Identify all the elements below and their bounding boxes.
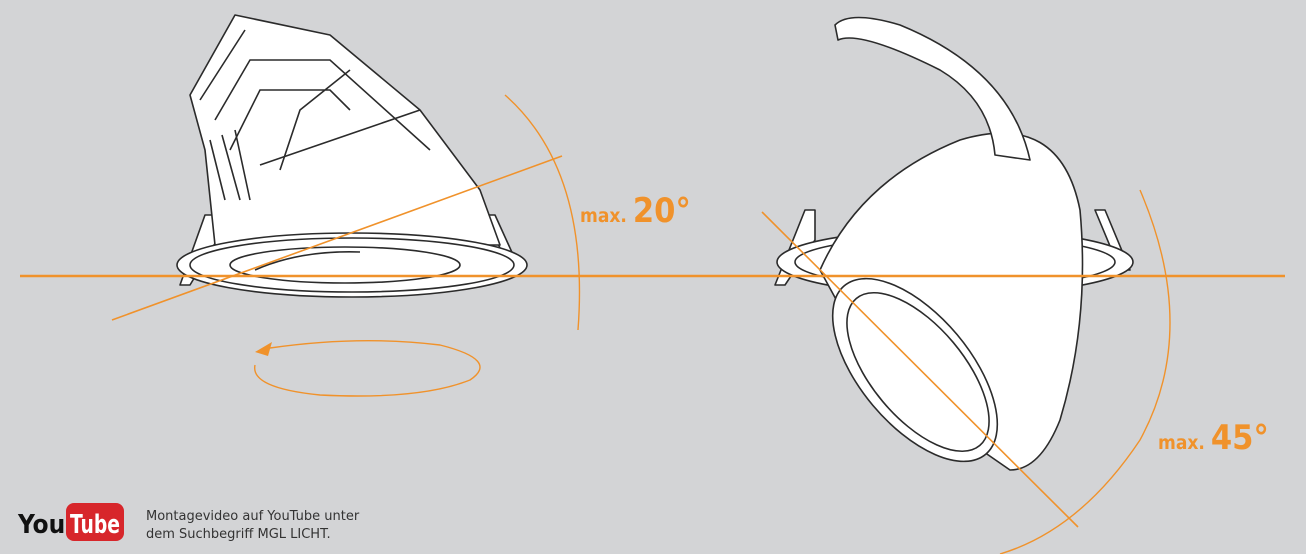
page: {"labels": [{"prefix": "max.", "angle": … xyxy=(0,0,1306,554)
note-line: Montagevideo auf YouTube unter xyxy=(146,509,360,524)
arc xyxy=(505,95,579,330)
note-line: dem Suchbegriff MGL LICHT. xyxy=(146,527,331,542)
arrow-head xyxy=(255,342,272,356)
rotation-arrow xyxy=(255,341,480,396)
lamp-right xyxy=(775,18,1133,490)
diagram: max.20° max.45° You Tube Montagevideo au… xyxy=(0,0,1306,554)
angle-label: max.45° xyxy=(1158,418,1269,458)
youtube-logo: You Tube xyxy=(17,503,124,541)
logo-you: You xyxy=(17,510,65,540)
angle-label: max.20° xyxy=(580,191,691,231)
lamp-left xyxy=(177,15,527,297)
logo-tube: Tube xyxy=(70,510,120,540)
